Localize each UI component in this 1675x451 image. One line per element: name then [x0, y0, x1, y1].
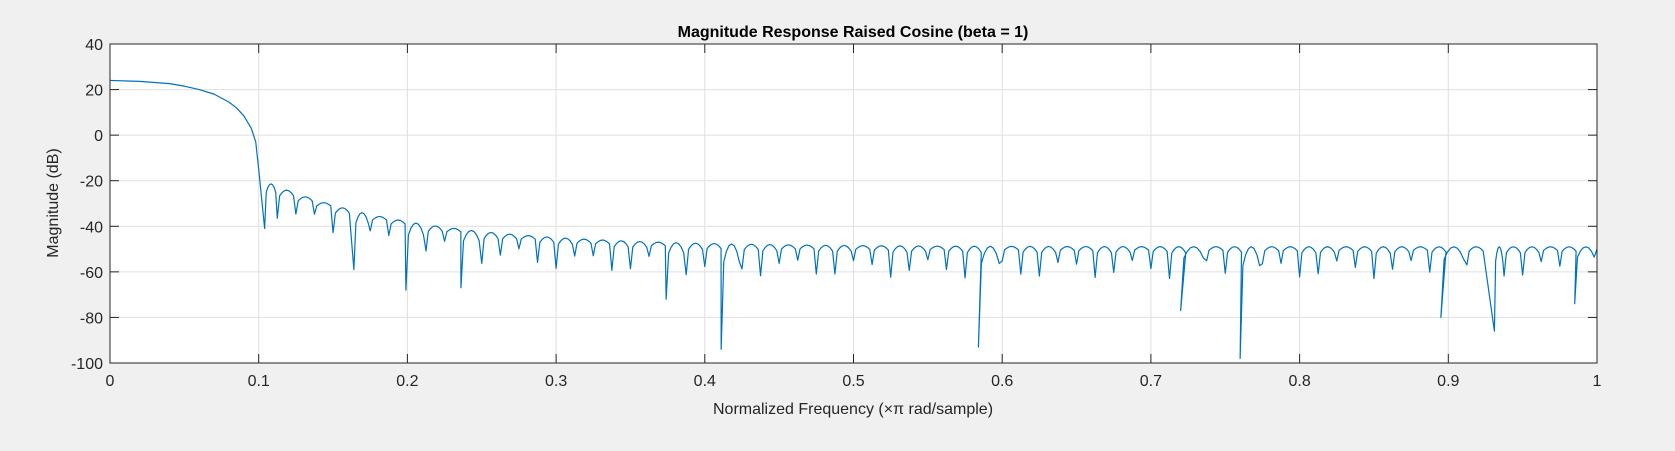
y-tick-label: -60	[80, 265, 103, 282]
y-tick-label: 20	[85, 83, 103, 100]
x-tick-label: 0.9	[1437, 373, 1459, 390]
x-tick-label: 0.1	[248, 373, 270, 390]
x-tick-label: 0.6	[991, 373, 1013, 390]
x-tick-label: 0	[106, 373, 115, 390]
x-tick-label: 1	[1593, 373, 1602, 390]
response-curve-group	[109, 79, 1598, 360]
y-tick-label: -80	[80, 310, 103, 327]
y-tick-labels: 40 20 0 -20 -40 -60 -80 -100	[71, 37, 103, 373]
x-axis-title: Normalized Frequency (×π rad/sample)	[713, 401, 993, 418]
grid-lines	[110, 44, 1597, 363]
chart-title: Magnitude Response Raised Cosine (beta =…	[678, 24, 1029, 41]
y-tick-label: -20	[80, 174, 103, 191]
x-tick-label: 0.4	[694, 373, 716, 390]
y-tick-label: 40	[85, 37, 103, 54]
x-tick-label: 0.3	[545, 373, 567, 390]
plot-frame	[109, 43, 1598, 364]
x-tick-label: 0.8	[1288, 373, 1310, 390]
y-tick-label: -40	[80, 219, 103, 236]
x-tick-labels: 0 0.1 0.2 0.3 0.4 0.5 0.6 0.7 0.8 0.9 1	[106, 373, 1602, 390]
y-tick-label: -100	[71, 356, 103, 373]
magnitude-response-line	[109, 79, 1598, 360]
y-tick-label: 0	[94, 128, 103, 145]
x-tick-label: 0.5	[842, 373, 864, 390]
x-tick-label: 0.7	[1140, 373, 1162, 390]
y-axis-title: Magnitude (dB)	[45, 148, 62, 257]
x-tick-label: 0.2	[396, 373, 418, 390]
